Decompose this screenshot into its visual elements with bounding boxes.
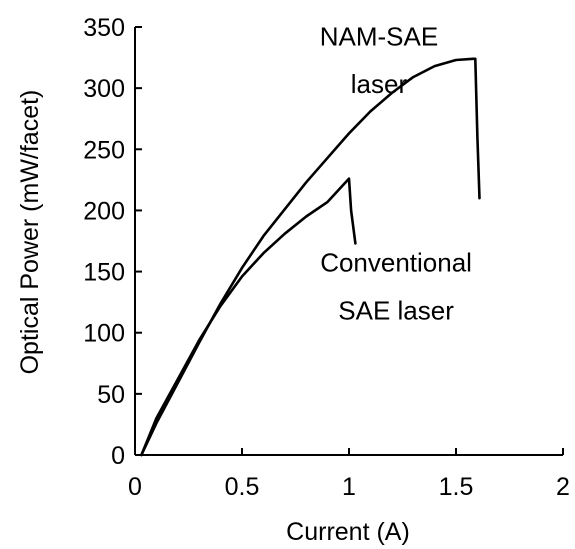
annotation-label: SAE laser	[338, 295, 454, 325]
annotation-label: laser	[351, 69, 408, 99]
x-tick-label: 2	[556, 473, 570, 501]
y-tick-label: 250	[83, 136, 125, 164]
y-tick-label: 0	[111, 442, 125, 470]
x-axis-label: Current (A)	[286, 518, 410, 546]
x-tick-label: 0.5	[225, 473, 260, 501]
y-tick-label: 150	[83, 259, 125, 287]
x-tick-label: 1	[342, 473, 356, 501]
annotation-label: Conventional	[320, 248, 472, 278]
y-tick-label: 300	[83, 75, 125, 103]
y-tick-label: 200	[83, 197, 125, 225]
x-tick-label: 1.5	[439, 473, 474, 501]
y-tick-label: 50	[97, 381, 125, 409]
annotation-label: NAM-SAE	[320, 21, 438, 51]
y-tick-label: 100	[83, 320, 125, 348]
x-tick-label: 0	[128, 473, 142, 501]
chart-axes: 0 0.5 1 1.5 2 0 50 100 150 200 250 300 350	[83, 14, 570, 501]
series-line-2	[140, 177, 357, 457]
series-layer	[140, 57, 481, 457]
y-axis-label: Optical Power (mW/facet)	[16, 90, 44, 375]
y-tick-label: 350	[83, 14, 125, 42]
annotation-layer: NAM-SAE laser Conventional SAE laser	[320, 21, 472, 325]
